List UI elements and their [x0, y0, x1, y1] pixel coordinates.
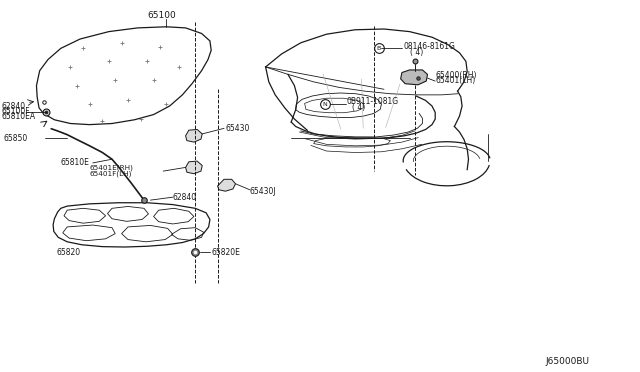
Text: 65100: 65100: [147, 12, 176, 20]
Text: 65810E: 65810E: [61, 158, 90, 167]
Text: 08146-8161G: 08146-8161G: [403, 42, 455, 51]
Text: 65820: 65820: [56, 248, 81, 257]
Text: 65430J: 65430J: [250, 187, 276, 196]
Text: 65430: 65430: [225, 124, 250, 133]
Text: 0B911-1081G: 0B911-1081G: [346, 97, 398, 106]
Text: 65400(RH): 65400(RH): [436, 71, 477, 80]
Text: N: N: [323, 102, 328, 107]
Polygon shape: [401, 70, 428, 85]
Text: 65401(LH): 65401(LH): [436, 76, 476, 85]
Text: 65401F(LH): 65401F(LH): [90, 170, 132, 177]
Polygon shape: [186, 129, 202, 142]
Text: 65100F: 65100F: [1, 107, 30, 116]
Text: B: B: [377, 46, 381, 51]
Text: 62840: 62840: [1, 102, 26, 111]
Text: 65820E: 65820E: [211, 248, 240, 257]
Polygon shape: [186, 161, 202, 174]
Text: ( 4): ( 4): [410, 48, 424, 57]
Text: 65401E(RH): 65401E(RH): [90, 165, 134, 171]
Text: J65000BU: J65000BU: [545, 357, 589, 366]
Text: 65810EA: 65810EA: [1, 112, 35, 121]
Text: 62840: 62840: [173, 193, 197, 202]
Polygon shape: [218, 179, 236, 191]
Text: ( 4): ( 4): [352, 103, 365, 112]
Text: 65850: 65850: [3, 134, 28, 143]
